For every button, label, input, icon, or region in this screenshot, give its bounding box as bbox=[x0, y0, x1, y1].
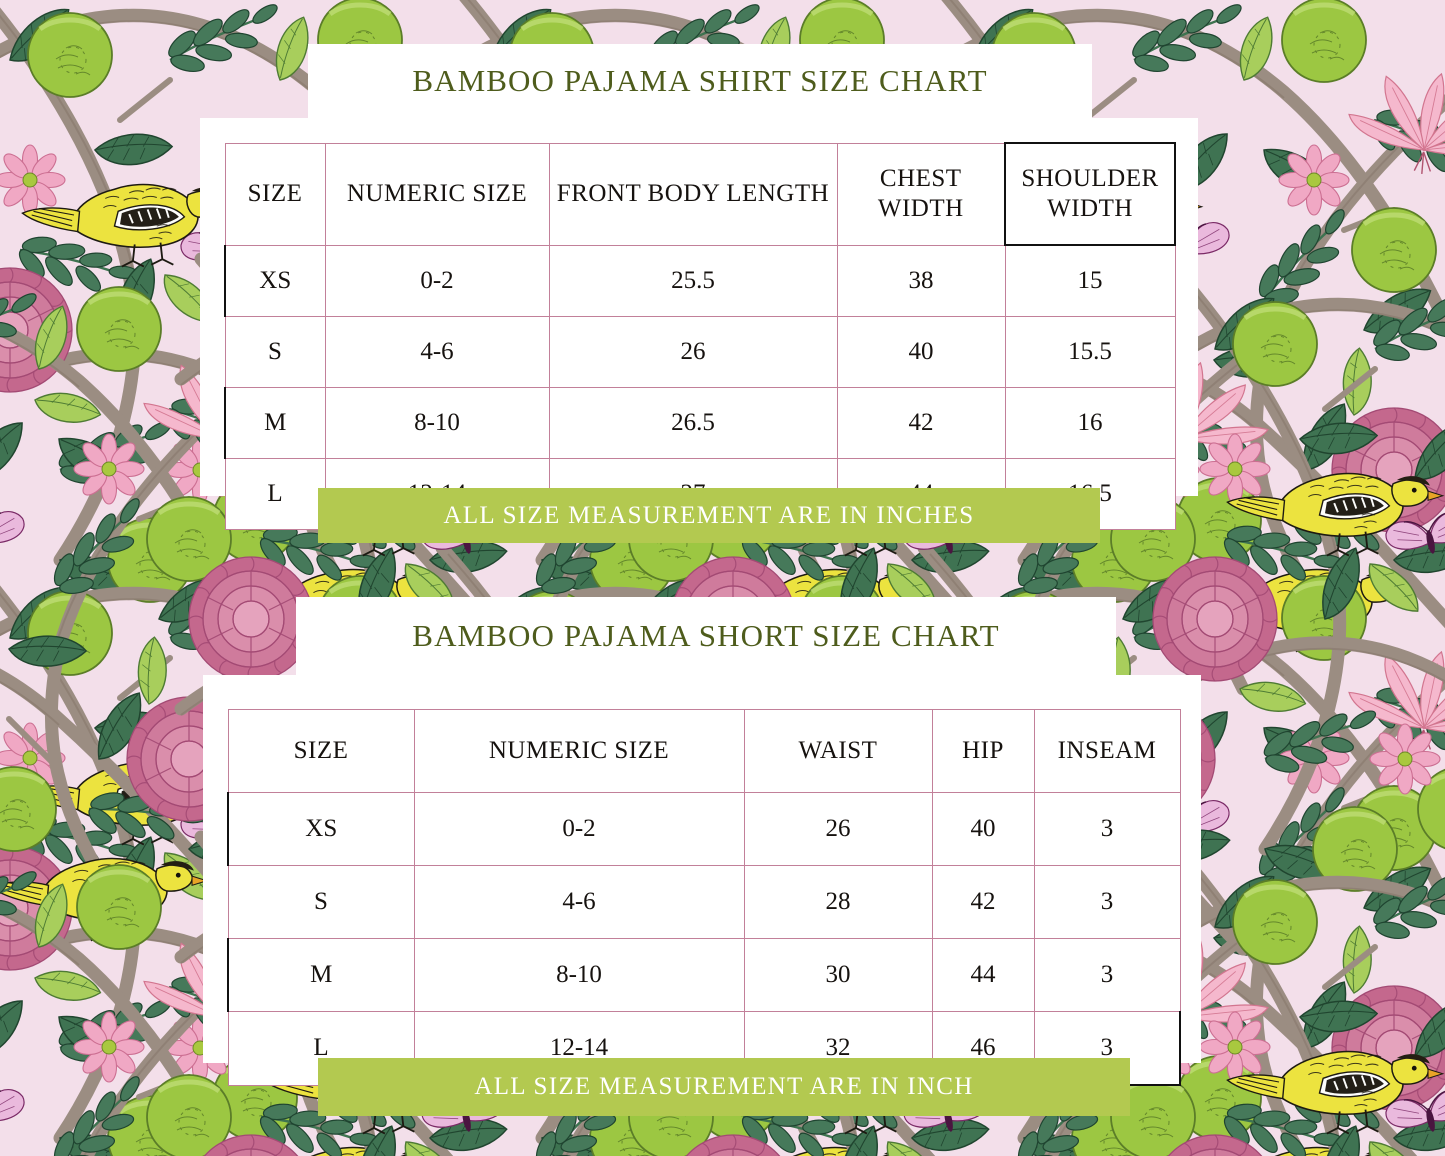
short-cell-hip-s: 42 bbox=[931, 865, 1035, 939]
short-measurement-note: ALL SIZE MEASUREMENT ARE IN INCH bbox=[474, 1073, 974, 1100]
short-cell-numeric-m: 8-10 bbox=[413, 938, 745, 1012]
short-col-inseam: INSEAM bbox=[1033, 709, 1181, 793]
short-cell-waist-s: 28 bbox=[743, 865, 933, 939]
short-cell-hip-xs: 40 bbox=[931, 792, 1035, 866]
table-row: S 4-6 28 42 3 bbox=[227, 865, 1181, 939]
shirt-cell-size-xs: XS bbox=[224, 244, 326, 317]
short-col-size: SIZE bbox=[227, 709, 415, 793]
short-col-numeric-size: NUMERIC SIZE bbox=[413, 709, 745, 793]
shirt-table-header-row: SIZE NUMERIC SIZE FRONT BODY LENGTH CHES… bbox=[224, 142, 1176, 246]
shirt-cell-front-body-length-m: 26.5 bbox=[548, 387, 838, 459]
shirt-cell-numeric-s: 4-6 bbox=[324, 316, 550, 388]
short-col-hip: HIP bbox=[931, 709, 1035, 793]
table-row: M 8-10 26.5 42 16 bbox=[224, 387, 1176, 459]
short-cell-size-m: M bbox=[227, 938, 415, 1012]
short-cell-numeric-xs: 0-2 bbox=[413, 792, 745, 866]
short-cell-waist-m: 30 bbox=[743, 938, 933, 1012]
shirt-cell-shoulder-width-s: 15.5 bbox=[1004, 316, 1176, 388]
table-row: M 8-10 30 44 3 bbox=[227, 938, 1181, 1012]
shirt-col-front-body-length: FRONT BODY LENGTH bbox=[548, 142, 838, 246]
shirt-cell-shoulder-width-m: 16 bbox=[1004, 387, 1176, 459]
shirt-cell-chest-width-xs: 38 bbox=[836, 244, 1006, 317]
short-size-table: SIZE NUMERIC SIZE WAIST HIP INSEAM XS 0-… bbox=[227, 709, 1181, 1086]
short-measurement-note-banner: ALL SIZE MEASUREMENT ARE IN INCH bbox=[318, 1058, 1130, 1116]
shirt-cell-size-m: M bbox=[224, 387, 326, 459]
short-table-header-row: SIZE NUMERIC SIZE WAIST HIP INSEAM bbox=[227, 709, 1181, 793]
short-cell-numeric-s: 4-6 bbox=[413, 865, 745, 939]
shirt-col-chest-width: CHEST WIDTH bbox=[836, 142, 1006, 246]
shirt-size-table: SIZE NUMERIC SIZE FRONT BODY LENGTH CHES… bbox=[224, 142, 1176, 530]
table-row: S 4-6 26 40 15.5 bbox=[224, 316, 1176, 388]
shirt-cell-size-l: L bbox=[224, 458, 326, 530]
short-cell-waist-xs: 26 bbox=[743, 792, 933, 866]
shirt-col-size: SIZE bbox=[224, 142, 326, 246]
short-col-waist: WAIST bbox=[743, 709, 933, 793]
short-chart-title: BAMBOO PAJAMA SHORT SIZE CHART bbox=[412, 618, 1000, 653]
short-cell-inseam-xs: 3 bbox=[1033, 792, 1181, 866]
shirt-title-card: BAMBOO PAJAMA SHIRT SIZE CHART bbox=[308, 44, 1092, 118]
short-cell-hip-m: 44 bbox=[931, 938, 1035, 1012]
table-row: XS 0-2 25.5 38 15 bbox=[224, 244, 1176, 317]
short-cell-inseam-s: 3 bbox=[1033, 865, 1181, 939]
shirt-cell-shoulder-width-xs: 15 bbox=[1004, 244, 1176, 317]
shirt-cell-size-s: S bbox=[224, 316, 326, 388]
short-cell-inseam-m: 3 bbox=[1033, 938, 1181, 1012]
short-table-card: SIZE NUMERIC SIZE WAIST HIP INSEAM XS 0-… bbox=[203, 675, 1201, 1086]
short-cell-size-s: S bbox=[227, 865, 415, 939]
shirt-cell-front-body-length-s: 26 bbox=[548, 316, 838, 388]
shirt-measurement-note: ALL SIZE MEASUREMENT ARE IN INCHES bbox=[443, 501, 975, 529]
shirt-cell-numeric-xs: 0-2 bbox=[324, 244, 550, 317]
shirt-col-numeric-size: NUMERIC SIZE bbox=[324, 142, 550, 246]
shirt-cell-chest-width-s: 40 bbox=[836, 316, 1006, 388]
shirt-cell-front-body-length-xs: 25.5 bbox=[548, 244, 838, 317]
shirt-cell-chest-width-m: 42 bbox=[836, 387, 1006, 459]
shirt-col-shoulder-width: SHOULDER WIDTH bbox=[1004, 142, 1176, 246]
table-row: XS 0-2 26 40 3 bbox=[227, 792, 1181, 866]
shirt-chart-title: BAMBOO PAJAMA SHIRT SIZE CHART bbox=[412, 63, 988, 98]
shirt-table-card: SIZE NUMERIC SIZE FRONT BODY LENGTH CHES… bbox=[200, 118, 1198, 530]
short-cell-size-xs: XS bbox=[227, 792, 415, 866]
short-title-card: BAMBOO PAJAMA SHORT SIZE CHART bbox=[296, 597, 1116, 675]
shirt-measurement-note-banner: ALL SIZE MEASUREMENT ARE IN INCHES bbox=[318, 488, 1100, 543]
shirt-cell-numeric-m: 8-10 bbox=[324, 387, 550, 459]
